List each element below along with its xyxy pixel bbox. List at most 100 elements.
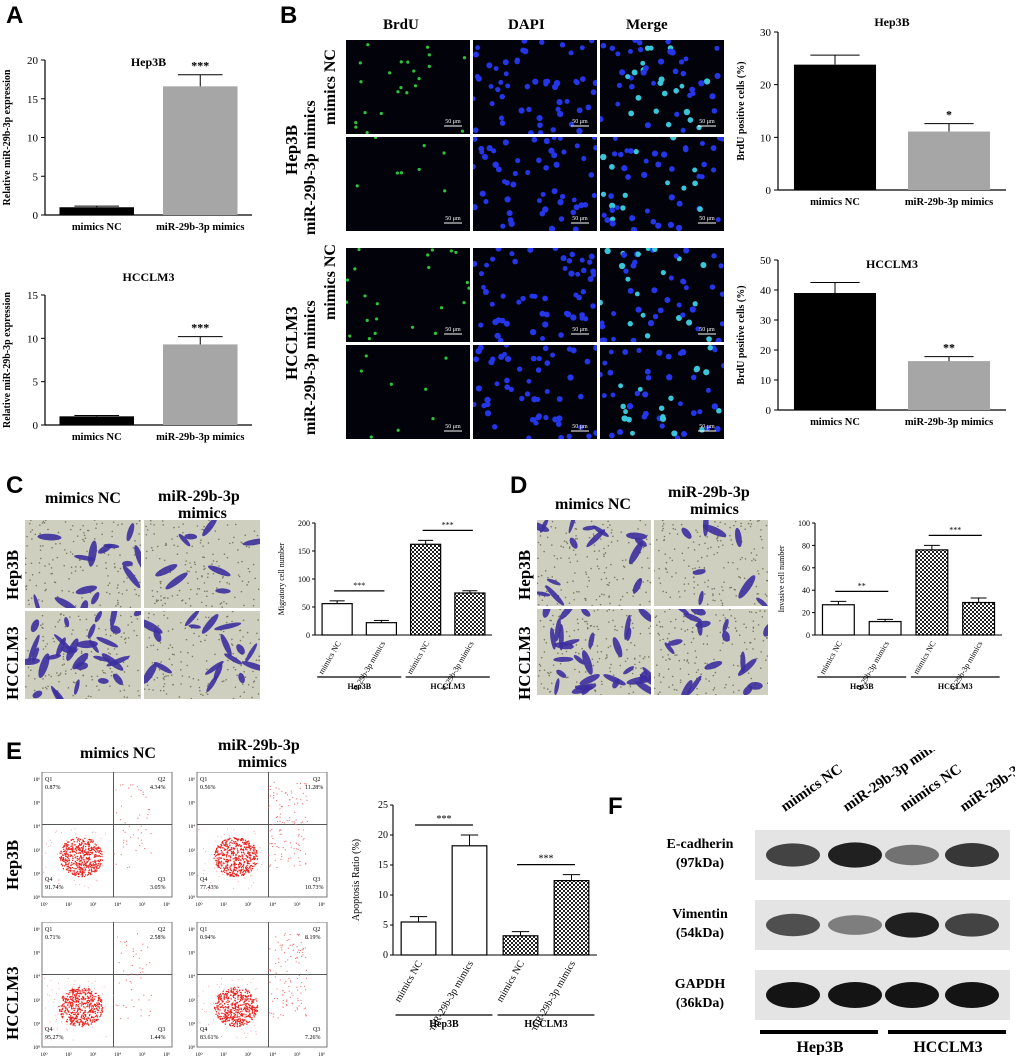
pore-dot bbox=[72, 591, 74, 594]
event-dot bbox=[241, 999, 244, 1001]
event-dot bbox=[246, 1023, 248, 1025]
event-dot bbox=[88, 838, 90, 841]
cell-dot bbox=[617, 428, 624, 436]
event-dot bbox=[62, 846, 64, 849]
cell-dot bbox=[615, 51, 621, 57]
cell-stain bbox=[121, 560, 133, 567]
pore-dot bbox=[718, 593, 721, 595]
cell-dot bbox=[508, 386, 514, 392]
event-dot bbox=[231, 839, 233, 842]
event-dot bbox=[82, 1013, 85, 1015]
pore-dot bbox=[538, 669, 541, 672]
cell-dot bbox=[530, 355, 537, 362]
event-dot bbox=[230, 848, 233, 851]
cell-stain bbox=[675, 609, 690, 615]
cell-dot bbox=[373, 331, 377, 335]
pore-dot bbox=[41, 623, 44, 625]
event-dot bbox=[222, 990, 224, 993]
event-dot bbox=[276, 866, 278, 869]
event-dot bbox=[247, 862, 249, 864]
pore-dot bbox=[717, 546, 720, 548]
pore-dot bbox=[223, 600, 225, 603]
pore-dot bbox=[662, 656, 664, 658]
event-dot bbox=[97, 847, 99, 849]
pore-dot bbox=[674, 618, 677, 621]
pore-dot bbox=[107, 648, 109, 650]
event-dot bbox=[45, 842, 47, 844]
pore-dot bbox=[238, 575, 241, 578]
pore-dot bbox=[568, 635, 571, 638]
event-dot bbox=[288, 990, 290, 992]
cell-stain bbox=[207, 565, 231, 577]
x-tick-label: 10⁵ bbox=[139, 902, 146, 908]
event-dot bbox=[304, 947, 306, 949]
pore-dot bbox=[721, 604, 724, 606]
cell-dot bbox=[666, 374, 673, 381]
event-dot bbox=[94, 1012, 96, 1015]
event-dot bbox=[226, 867, 229, 870]
event-dot bbox=[230, 870, 233, 872]
pore-dot bbox=[619, 599, 622, 601]
event-dot bbox=[229, 865, 232, 867]
event-dot bbox=[89, 849, 91, 852]
event-dot bbox=[61, 1013, 63, 1015]
event-dot bbox=[240, 996, 243, 998]
cell-dot bbox=[642, 391, 649, 398]
event-dot bbox=[227, 859, 229, 862]
pore-dot bbox=[662, 527, 664, 530]
event-dot bbox=[83, 990, 85, 992]
pore-dot bbox=[594, 690, 597, 693]
pore-dot bbox=[70, 572, 73, 574]
pore-dot bbox=[573, 629, 576, 632]
event-dot bbox=[90, 864, 93, 866]
event-dot bbox=[72, 846, 74, 848]
cell-dot bbox=[475, 347, 482, 355]
event-dot bbox=[234, 992, 237, 995]
event-dot bbox=[69, 1002, 72, 1004]
event-dot bbox=[71, 861, 73, 864]
pore-dot bbox=[729, 526, 731, 529]
quadrant-value: 83.61% bbox=[200, 1035, 219, 1041]
quadrant-value: 4.34% bbox=[150, 785, 166, 791]
event-dot bbox=[207, 889, 209, 891]
event-dot bbox=[126, 843, 128, 845]
transwell-image bbox=[144, 611, 260, 699]
event-dot bbox=[302, 951, 304, 953]
event-dot bbox=[304, 853, 307, 855]
pore-dot bbox=[147, 616, 150, 619]
pore-dot bbox=[694, 662, 696, 664]
d-col-label: miR-29b-3p bbox=[668, 484, 750, 501]
pore-dot bbox=[231, 644, 234, 646]
pore-dot bbox=[607, 646, 610, 649]
pore-dot bbox=[205, 604, 208, 607]
event-dot bbox=[249, 853, 251, 856]
pore-dot bbox=[537, 675, 540, 677]
chart-title: Hep3B bbox=[874, 15, 909, 29]
pore-dot bbox=[608, 609, 610, 611]
pore-dot bbox=[42, 678, 44, 680]
event-dot bbox=[57, 1013, 59, 1015]
event-dot bbox=[305, 784, 307, 786]
event-dot bbox=[236, 857, 238, 860]
pore-dot bbox=[754, 638, 756, 640]
event-dot bbox=[84, 859, 86, 861]
cell-dot bbox=[566, 258, 573, 264]
event-dot bbox=[240, 855, 242, 857]
y-tick-label: 25 bbox=[378, 800, 388, 811]
pore-dot bbox=[245, 545, 248, 548]
event-dot bbox=[247, 1002, 249, 1005]
event-dot bbox=[228, 1000, 230, 1003]
event-dot bbox=[236, 989, 239, 991]
pore-dot bbox=[732, 691, 735, 693]
event-dot bbox=[298, 835, 300, 837]
cell-dot bbox=[395, 171, 399, 175]
event-dot bbox=[92, 1000, 94, 1003]
x-tick-label: mimics NC bbox=[72, 222, 122, 233]
x-tick-label: 10² bbox=[65, 1052, 72, 1058]
pore-dot bbox=[734, 520, 737, 523]
event-dot bbox=[65, 1012, 67, 1014]
event-dot bbox=[249, 1004, 251, 1007]
event-dot bbox=[246, 842, 249, 844]
pore-dot bbox=[753, 548, 756, 550]
